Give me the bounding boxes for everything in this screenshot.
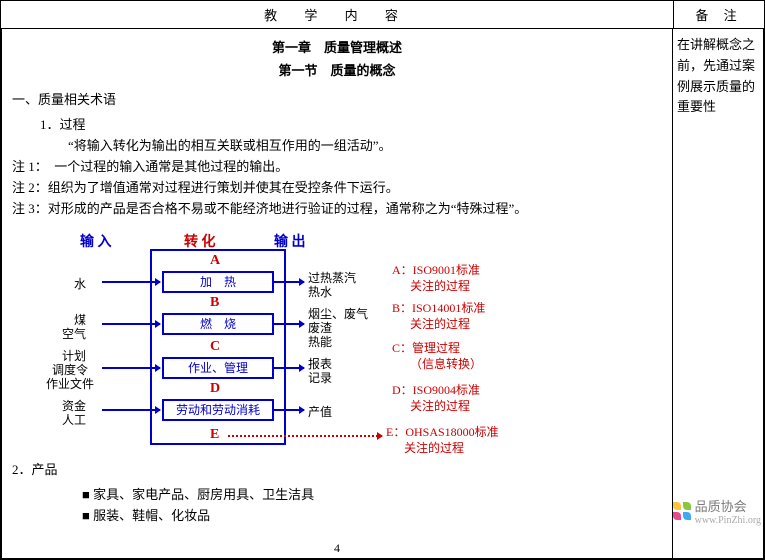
- note-2: 注 2：组织为了增值通常对过程进行策划并使其在受控条件下运行。: [12, 177, 662, 196]
- box-manage: 作业、管理: [162, 357, 274, 379]
- arrow-in-4: [102, 409, 160, 411]
- legend-b: B：ISO14001标准关注的过程: [392, 301, 485, 332]
- legend-c: C：管理过程（信息转换）: [392, 341, 482, 372]
- page-number: 4: [334, 541, 340, 556]
- box-heat: 加 热: [162, 271, 274, 293]
- letter-e: E: [210, 427, 219, 443]
- note-3: 注 3：对形成的产品是否合格不易或不能经济地进行验证的过程，通常称之为“特殊过程…: [12, 198, 662, 217]
- item-1-title: 1．过程: [12, 114, 662, 133]
- out-heat: 热能: [308, 333, 332, 350]
- watermark-url: www.PinZhi.org: [695, 515, 761, 526]
- arrow-in-1: [102, 281, 160, 283]
- bullet-2: 服装、鞋帽、化妆品: [12, 505, 662, 524]
- letter-d: D: [210, 381, 220, 397]
- main-content: 第一章 质量管理概述 第一节 质量的概念 一、质量相关术语 1．过程 “将输入转…: [2, 29, 673, 558]
- letter-a: A: [210, 253, 220, 269]
- arrow-out-3: [274, 367, 304, 369]
- watermark-icon: [673, 502, 691, 520]
- in-labor: 人工: [62, 411, 86, 428]
- watermark: 品质协会 www.PinZhi.org: [673, 496, 761, 526]
- item-1-def: “将输入转化为输出的相互关联或相互作用的一组活动”。: [12, 135, 662, 154]
- legend-a: A：ISO9001标准关注的过程: [392, 263, 480, 294]
- out-record: 记录: [308, 369, 332, 386]
- box-labor: 劳动和劳动消耗: [162, 399, 274, 421]
- header-note: 备 注: [674, 1, 764, 28]
- box-burn: 燃 烧: [162, 313, 274, 335]
- in-workfile: 作业文件: [46, 375, 94, 392]
- header-main: 教 学 内 容: [1, 1, 674, 28]
- in-water: 水: [74, 275, 86, 292]
- note-column: 在讲解概念之前，先通过案例展示质量的重要性: [673, 29, 763, 558]
- arrow-in-3: [102, 367, 160, 369]
- label-output: 输 出: [274, 231, 306, 251]
- legend-d: D：ISO9004标准关注的过程: [392, 383, 480, 414]
- section-title: 第一节 质量的概念: [12, 60, 662, 79]
- heading-1: 一、质量相关术语: [12, 89, 662, 108]
- bullet-1: 家具、家电产品、厨房用具、卫生洁具: [12, 484, 662, 503]
- arrow-out-4: [274, 409, 304, 411]
- out-value: 产值: [308, 403, 332, 420]
- note-1: 注 1： 一个过程的输入通常是其他过程的输出。: [12, 156, 662, 175]
- heading-2: 2．产品: [12, 459, 662, 478]
- arrow-e: [228, 435, 382, 437]
- letter-c: C: [210, 339, 220, 355]
- legend-e: E：OHSAS18000标准关注的过程: [386, 425, 499, 456]
- chapter-title: 第一章 质量管理概述: [12, 37, 662, 56]
- label-transform: 转 化: [184, 231, 216, 251]
- arrow-out-1: [274, 281, 304, 283]
- out-hotwater: 热水: [308, 283, 332, 300]
- label-input: 输 入: [80, 231, 112, 251]
- watermark-name: 品质协会: [695, 496, 761, 515]
- process-diagram: 输 入 转 化 输 出 A B C D E 加 热 燃 烧 作业、管理 劳动和劳…: [52, 231, 662, 449]
- letter-b: B: [210, 295, 219, 311]
- arrow-in-2: [102, 323, 160, 325]
- in-air: 空气: [62, 325, 86, 342]
- arrow-out-2: [274, 323, 304, 325]
